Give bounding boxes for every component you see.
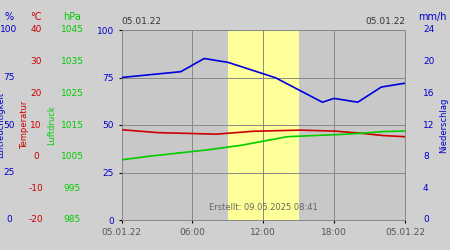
Bar xyxy=(193,30,228,220)
Text: 40: 40 xyxy=(30,26,42,35)
Text: 1015: 1015 xyxy=(60,120,84,130)
Text: 75: 75 xyxy=(3,73,15,82)
Text: 985: 985 xyxy=(63,216,81,224)
Text: -10: -10 xyxy=(29,184,43,193)
Bar xyxy=(334,30,405,220)
Text: 12: 12 xyxy=(423,120,434,130)
Text: Temperatur: Temperatur xyxy=(20,101,29,149)
Text: 05.01.22: 05.01.22 xyxy=(365,17,405,26)
Bar xyxy=(299,30,334,220)
Text: 0: 0 xyxy=(33,152,39,161)
Text: °C: °C xyxy=(30,12,42,22)
Text: 100: 100 xyxy=(0,26,18,35)
Text: mm/h: mm/h xyxy=(418,12,447,22)
Text: 1025: 1025 xyxy=(61,89,83,98)
Text: 1005: 1005 xyxy=(60,152,84,161)
Text: %: % xyxy=(4,12,13,22)
Text: 8: 8 xyxy=(423,152,429,161)
Text: Niederschlag: Niederschlag xyxy=(439,97,448,153)
Text: -20: -20 xyxy=(29,216,43,224)
Text: 25: 25 xyxy=(3,168,15,177)
Text: 1035: 1035 xyxy=(60,57,84,66)
Text: 4: 4 xyxy=(423,184,428,193)
Text: Luftfeuchtigkeit: Luftfeuchtigkeit xyxy=(0,92,5,158)
Text: 20: 20 xyxy=(423,57,434,66)
Text: 24: 24 xyxy=(423,26,434,35)
Text: 10: 10 xyxy=(30,120,42,130)
Text: 995: 995 xyxy=(63,184,81,193)
Text: Erstellt: 09.05.2025 08:41: Erstellt: 09.05.2025 08:41 xyxy=(209,204,318,212)
Text: 0: 0 xyxy=(423,216,429,224)
Text: 16: 16 xyxy=(423,89,435,98)
Text: 1045: 1045 xyxy=(61,26,83,35)
Text: hPa: hPa xyxy=(63,12,81,22)
Text: 30: 30 xyxy=(30,57,42,66)
Bar xyxy=(122,30,193,220)
Text: Luftdruck: Luftdruck xyxy=(47,105,56,145)
Bar xyxy=(228,30,299,220)
Text: 20: 20 xyxy=(30,89,42,98)
Text: 0: 0 xyxy=(6,216,12,224)
Text: 05.01.22: 05.01.22 xyxy=(122,17,162,26)
Text: 50: 50 xyxy=(3,120,15,130)
